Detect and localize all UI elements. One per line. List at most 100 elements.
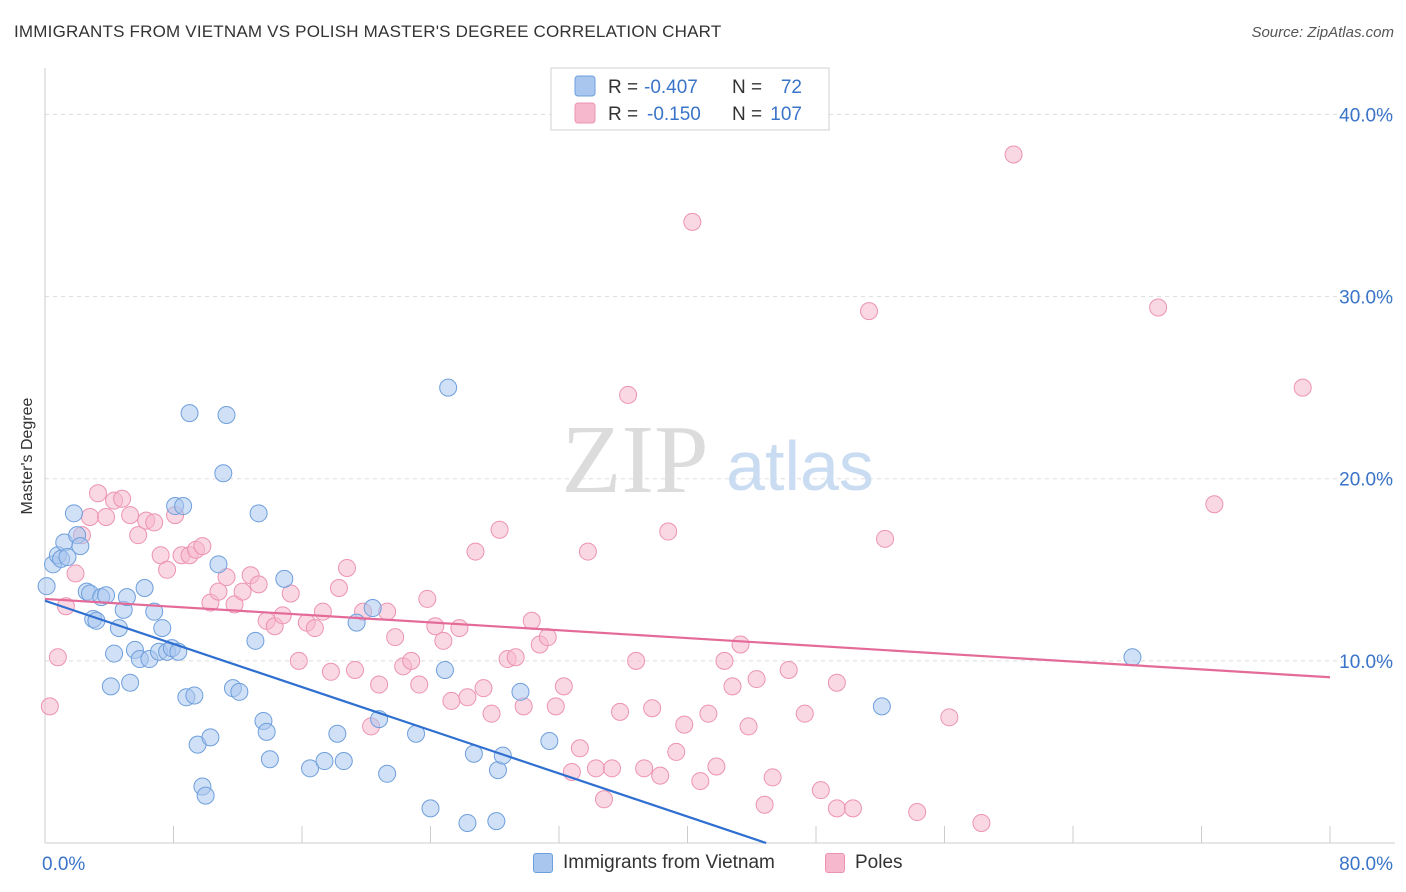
vietnam-point (217, 405, 236, 424)
poles-point (410, 675, 429, 694)
poles-point (97, 507, 116, 526)
poles-point (554, 677, 573, 696)
poles-point (402, 651, 421, 670)
vietnam-point (487, 812, 506, 831)
poles-point (418, 589, 437, 608)
vietnam-point (97, 586, 116, 605)
poles-point (474, 679, 493, 698)
poles-point (763, 768, 782, 787)
poles-point (843, 799, 862, 818)
vietnam-point (435, 660, 454, 679)
poles-point (619, 385, 638, 404)
poles-point (1004, 145, 1023, 164)
y-tick-labels: 10.0% 20.0% 30.0% 40.0% (1339, 105, 1393, 672)
poles-point (594, 790, 613, 809)
vietnam-trendline (44, 599, 767, 845)
poles-point (1205, 495, 1224, 514)
poles-point (337, 558, 356, 577)
legend-n-label-1: N = (732, 77, 762, 98)
vietnam-point (196, 786, 215, 805)
poles-point (466, 542, 485, 561)
x-tick-label-min: 0.0% (42, 854, 85, 875)
legend-label-poles: Poles (855, 852, 903, 873)
poles-point (40, 697, 59, 716)
vietnam-point (421, 799, 440, 818)
poles-point (129, 526, 148, 545)
poles-point (627, 651, 646, 670)
poles-point (89, 484, 108, 503)
poles-point (811, 781, 830, 800)
vietnam-point (439, 378, 458, 397)
trendlines (44, 597, 1331, 845)
poles-point (321, 662, 340, 681)
watermark: ZIP atlas (562, 406, 874, 514)
poles-point (121, 506, 140, 525)
vietnam-point (249, 504, 268, 523)
vietnam-point (301, 759, 320, 778)
poles-point (603, 759, 622, 778)
poles-point (827, 673, 846, 692)
poles-points (40, 145, 1312, 832)
vietnam-point (328, 724, 347, 743)
legend-swatch-poles (574, 102, 596, 124)
poles-point (80, 507, 99, 526)
vietnam-point (153, 619, 172, 638)
poles-point (546, 697, 565, 716)
vietnam-point (64, 504, 83, 523)
correlation-legend: R = -0.407 N = 72 R = -0.150 N = 107 (550, 67, 830, 131)
vietnam-point (458, 813, 477, 832)
legend-swatch (825, 853, 845, 873)
poles-point (113, 489, 132, 508)
poles-point (522, 611, 541, 630)
legend-r-label-1: R = (608, 77, 638, 98)
vietnam-point (101, 677, 120, 696)
poles-point (490, 520, 509, 539)
legend-n-label-2: N = (732, 104, 762, 125)
poles-point (482, 704, 501, 723)
poles-point (570, 739, 589, 758)
poles-point (715, 651, 734, 670)
poles-point (578, 542, 597, 561)
poles-point (779, 660, 798, 679)
vietnam-point (257, 722, 276, 741)
poles-point (731, 635, 750, 654)
axes (44, 68, 1395, 844)
vietnam-point (275, 569, 294, 588)
legend-r-value-1: -0.407 (644, 77, 698, 98)
vietnam-point (315, 752, 334, 771)
vietnam-point (37, 577, 56, 596)
poles-point (193, 537, 212, 556)
vietnam-point (872, 697, 891, 716)
poles-point (442, 691, 461, 710)
vietnam-point (201, 728, 220, 747)
vietnam-point (511, 682, 530, 701)
x-tick-label-max: 80.0% (1339, 854, 1393, 875)
poles-point (876, 529, 895, 548)
poles-point (145, 513, 164, 532)
vietnam-point (363, 599, 382, 618)
poles-point (305, 619, 324, 638)
poles-point (972, 813, 991, 832)
poles-point (691, 772, 710, 791)
vietnam-point (214, 464, 233, 483)
poles-point (233, 582, 252, 601)
y-tick-label: 30.0% (1339, 288, 1393, 309)
poles-point (450, 619, 469, 638)
poles-point (273, 606, 292, 625)
vietnam-point (135, 579, 154, 597)
poles-point (827, 799, 846, 818)
poles-point (386, 628, 405, 647)
poles-point (538, 628, 557, 647)
poles-point (506, 648, 525, 667)
poles-point (217, 568, 236, 587)
poles-point (940, 708, 959, 727)
poles-point (346, 660, 365, 679)
poles-point (795, 704, 814, 723)
poles-point (458, 688, 477, 707)
poles-point (683, 212, 702, 231)
legend-swatch (533, 853, 553, 873)
poles-point (329, 579, 348, 597)
poles-point (747, 670, 766, 689)
y-tick-label: 40.0% (1339, 105, 1393, 126)
chart-title: IMMIGRANTS FROM VIETNAM VS POLISH MASTER… (14, 22, 722, 41)
